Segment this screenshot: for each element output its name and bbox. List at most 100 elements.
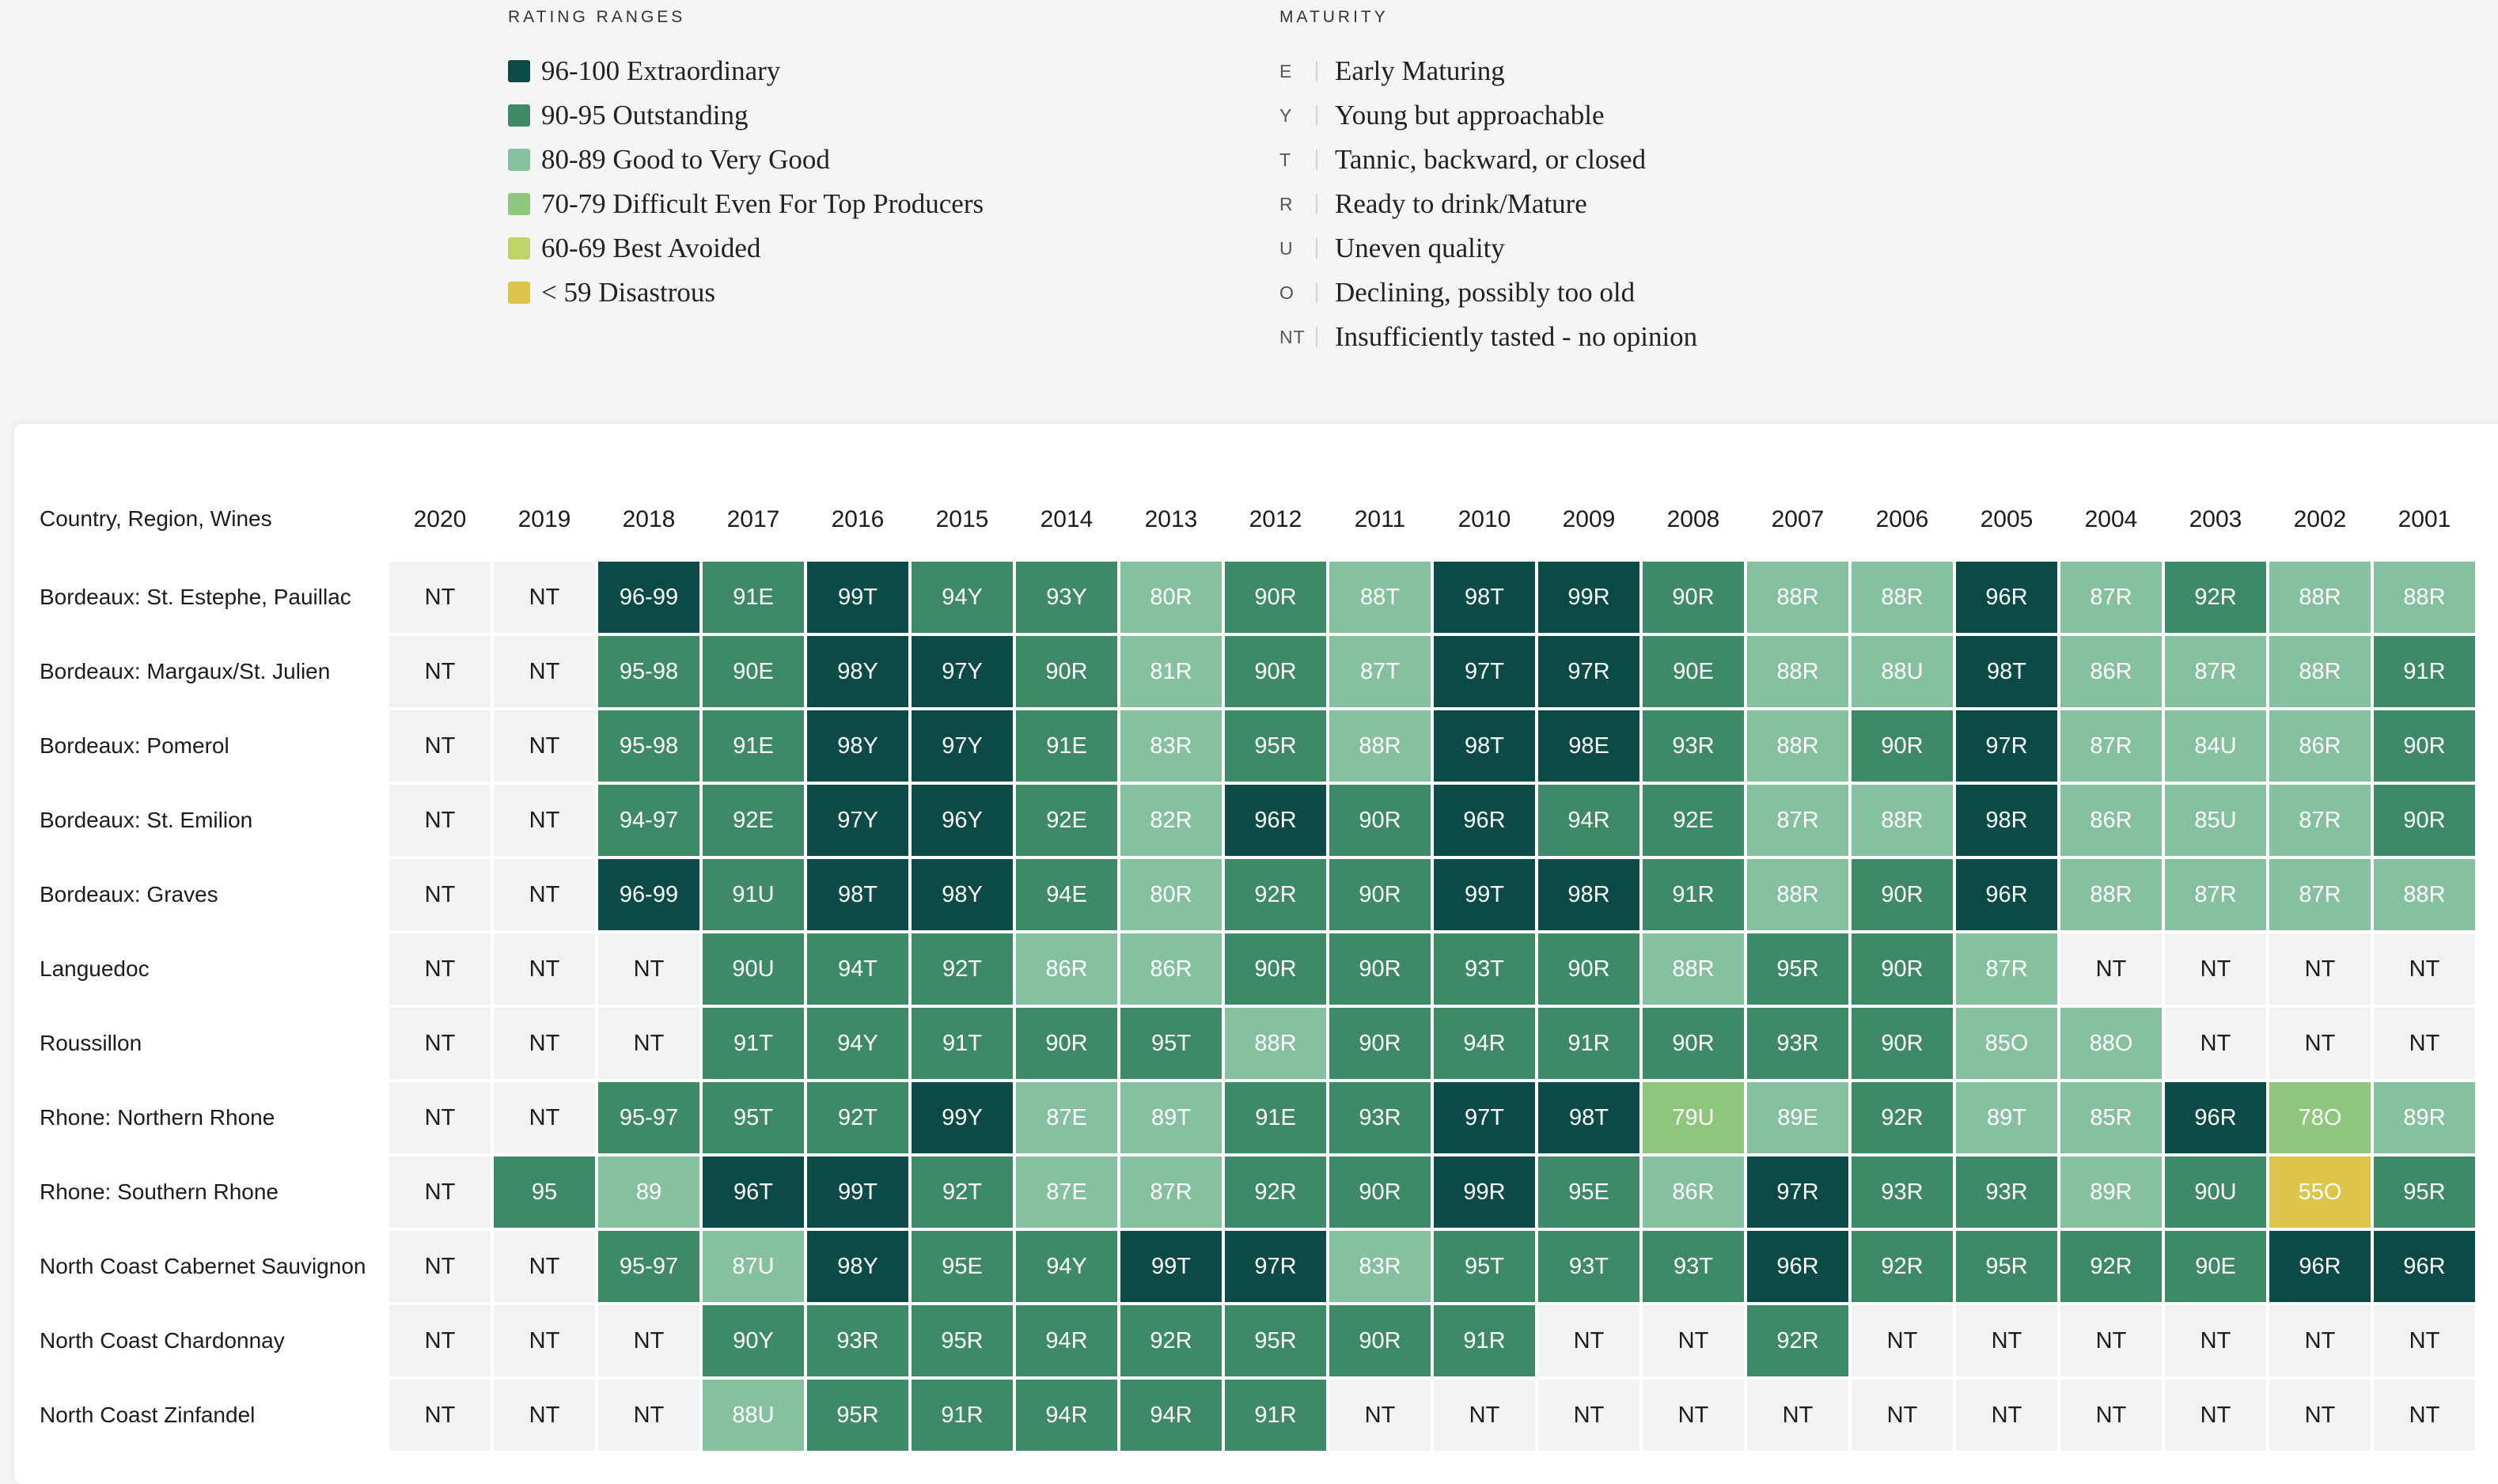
rating-cell: 92R — [1225, 1157, 1326, 1228]
rating-cell: 87T — [1329, 636, 1431, 707]
rating-cell: NT — [598, 1008, 699, 1079]
rating-cell: NT — [1956, 1305, 2057, 1376]
rating-cell: NT — [494, 562, 595, 633]
rating-cell: 86R — [1643, 1157, 1744, 1228]
rating-cell: 90R — [1852, 859, 1953, 930]
rating-cell: 94Y — [807, 1008, 908, 1079]
rating-cell: NT — [2269, 1008, 2371, 1079]
rating-cell: 92R — [1852, 1231, 1953, 1302]
rating-cell: NT — [1643, 1305, 1744, 1376]
rating-cell: 92R — [1225, 859, 1326, 930]
column-header-year: 2012 — [1249, 506, 1302, 532]
row-label: North Coast Chardonnay — [40, 1328, 285, 1353]
rating-cell: 95-97 — [598, 1231, 699, 1302]
rating-cell: 91R — [1434, 1305, 1535, 1376]
row-label: North Coast Zinfandel — [40, 1403, 256, 1427]
rating-cell: 95R — [1747, 933, 1848, 1005]
column-header-year: 2015 — [935, 506, 989, 532]
rating-cell: 97R — [1956, 710, 2057, 782]
rating-cell: 93T — [1538, 1231, 1639, 1302]
maturity-heading: MATURITY — [1279, 8, 1389, 26]
rating-cell: 91R — [1643, 859, 1744, 930]
rating-cell: 96R — [1956, 562, 2057, 633]
rating-cell: 90R — [2374, 710, 2475, 782]
rating-cell: 95R — [807, 1380, 908, 1451]
rating-cell: NT — [1852, 1380, 1953, 1451]
rating-cell: 55O — [2269, 1157, 2371, 1228]
rating-cell: 87E — [1016, 1082, 1117, 1153]
rating-cell: 97Y — [912, 636, 1013, 707]
rating-cell: 96R — [1747, 1231, 1848, 1302]
row-label: Rhone: Northern Rhone — [40, 1105, 275, 1130]
column-header-year: 2008 — [1666, 506, 1720, 532]
rating-cell: 92T — [807, 1082, 908, 1153]
rating-cell: 90R — [1329, 1008, 1431, 1079]
column-header-year: 2005 — [1980, 506, 2034, 532]
rating-cell: 86R — [2269, 710, 2371, 782]
rating-cell: NT — [2165, 1305, 2266, 1376]
rating-cell: 93R — [1329, 1082, 1431, 1153]
column-header-year: 2016 — [831, 506, 885, 532]
rating-cell: 87R — [2060, 562, 2162, 633]
rating-cell: 94Y — [912, 562, 1013, 633]
maturity-legend-label: Tannic, backward, or closed — [1335, 144, 1647, 175]
rating-cell: 86R — [2060, 636, 2162, 707]
maturity-legend-label: Young but approachable — [1335, 100, 1605, 131]
rating-cell: 90R — [1329, 1305, 1431, 1376]
rating-cell: 93R — [1956, 1157, 2057, 1228]
rating-cell: NT — [2165, 933, 2266, 1005]
rating-cell: 95R — [912, 1305, 1013, 1376]
rating-cell: 91T — [703, 1008, 804, 1079]
row-label: Languedoc — [40, 956, 150, 981]
rating-cell: 91E — [1016, 710, 1117, 782]
rating-cell: 92R — [1852, 1082, 1953, 1153]
maturity-legend-item: U Uneven quality — [1279, 226, 1697, 271]
rating-cell: 95T — [703, 1082, 804, 1153]
rating-cell: 90R — [1016, 1008, 1117, 1079]
rating-cell: 99R — [1538, 562, 1639, 633]
column-header-year: 2003 — [2189, 506, 2242, 532]
rating-cell: 87R — [2165, 859, 2266, 930]
rating-cell: NT — [389, 636, 491, 707]
rating-cell: 84U — [2165, 710, 2266, 782]
maturity-divider — [1316, 327, 1317, 347]
rating-cell: 92R — [1120, 1305, 1222, 1376]
rating-cell: NT — [1852, 1305, 1953, 1376]
rating-cell: NT — [1538, 1305, 1639, 1376]
rating-cell: 88R — [1643, 933, 1744, 1005]
maturity-divider — [1316, 150, 1317, 170]
rating-cell: 79U — [1643, 1082, 1744, 1153]
rating-cell: 87R — [2269, 859, 2371, 930]
rating-cell: NT — [2374, 1305, 2475, 1376]
rating-cell: 98T — [1434, 562, 1535, 633]
rating-cell: 92R — [2165, 562, 2266, 633]
rating-legend-label: < 59 Disastrous — [541, 277, 716, 308]
rating-cell: 94R — [1434, 1008, 1535, 1079]
rating-cell: 96R — [1434, 785, 1535, 856]
rating-cell: 92R — [2060, 1231, 2162, 1302]
rating-cell: 92T — [912, 933, 1013, 1005]
rating-cell: 96R — [2269, 1231, 2371, 1302]
rating-swatch — [508, 104, 530, 127]
rating-cell: NT — [494, 933, 595, 1005]
rating-cell: NT — [494, 710, 595, 782]
rating-cell: 87R — [1956, 933, 2057, 1005]
rating-cell: 90U — [703, 933, 804, 1005]
column-header-year: 2007 — [1771, 506, 1825, 532]
rating-cell: 94R — [1016, 1380, 1117, 1451]
rating-cell: NT — [389, 1380, 491, 1451]
rating-cell: NT — [389, 1008, 491, 1079]
rating-cell: NT — [598, 1380, 699, 1451]
rating-legend-label: 96-100 Extraordinary — [541, 55, 781, 86]
rating-cell: NT — [494, 1082, 595, 1153]
rating-cell: 91E — [703, 562, 804, 633]
rating-legend-item: 90-95 Outstanding — [508, 93, 984, 138]
row-label: North Coast Cabernet Sauvignon — [40, 1254, 366, 1278]
column-header-year: 2001 — [2398, 506, 2451, 532]
rating-cell: 90R — [1225, 562, 1326, 633]
column-header-year: 2014 — [1040, 506, 1094, 532]
row-label: Bordeaux: Margaux/St. Julien — [40, 659, 331, 683]
column-header-year: 2006 — [1875, 506, 1929, 532]
rating-swatch — [508, 282, 530, 304]
rating-cell: NT — [494, 859, 595, 930]
